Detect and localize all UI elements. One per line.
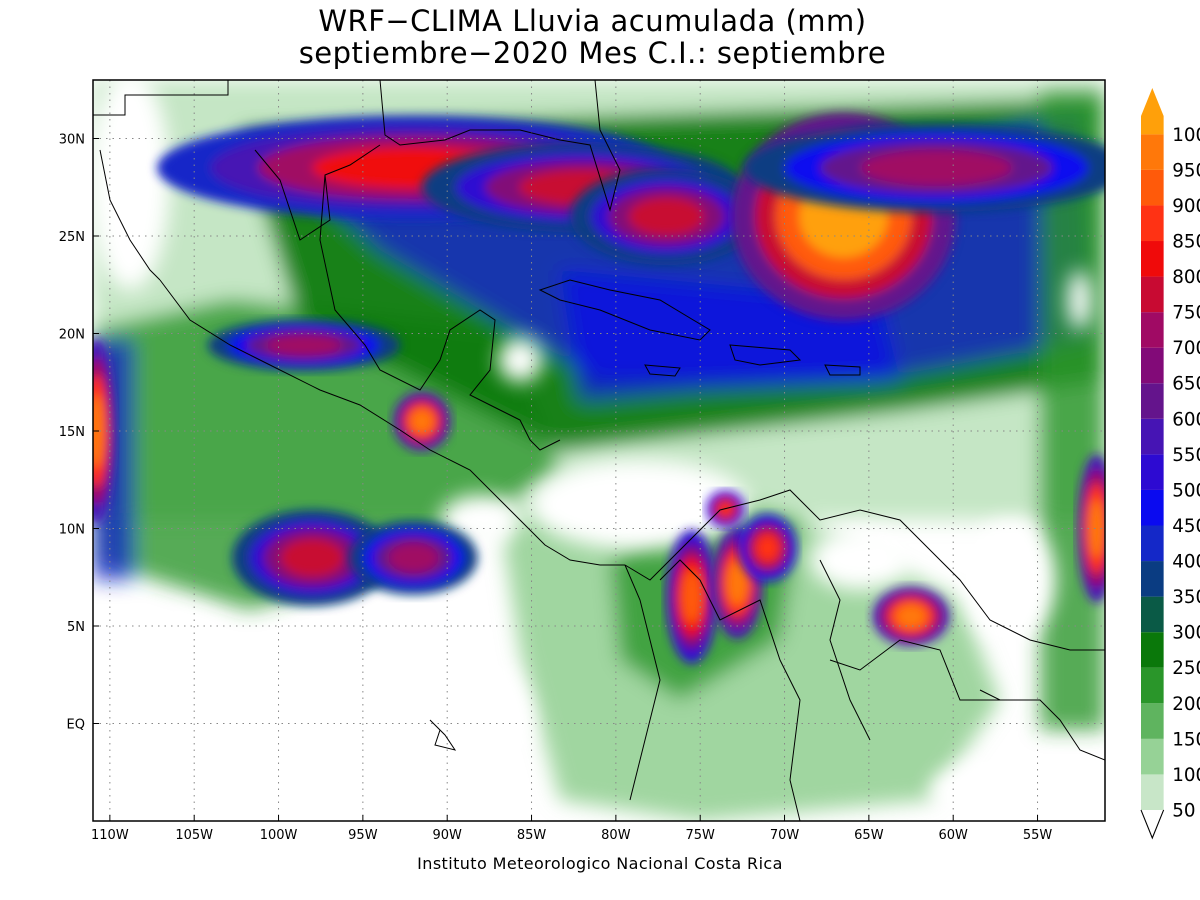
colorbar-label: 500 xyxy=(1172,480,1200,501)
colorbar-swatch xyxy=(1141,489,1164,526)
lon-tick-label: 105W xyxy=(175,828,213,843)
colorbar-swatch xyxy=(1141,205,1164,242)
lat-tick-label: 25N xyxy=(59,230,85,245)
colorbar-label: 450 xyxy=(1172,516,1200,537)
colorbar-swatch xyxy=(1141,561,1164,597)
colorbar-label: 650 xyxy=(1172,374,1200,395)
lon-tick-label: 90W xyxy=(432,828,462,843)
rain-core-ring xyxy=(265,334,342,356)
colorbar-swatch xyxy=(1141,454,1164,490)
colorbar-swatch xyxy=(1141,169,1164,206)
rain-core xyxy=(207,319,400,372)
colorbar-label: 400 xyxy=(1172,552,1200,573)
colorbar-swatch xyxy=(1141,738,1164,775)
colorbar-swatch xyxy=(1141,312,1164,348)
rain-core xyxy=(232,509,393,606)
rain-core xyxy=(570,168,763,265)
map-title-line2: septiembre−2020 Mes C.I.: septiembre xyxy=(298,36,887,70)
lon-tick-label: 95W xyxy=(348,828,378,843)
colorbar-label: 250 xyxy=(1172,658,1200,679)
rain-core-ring xyxy=(681,570,702,624)
colorbar-low-arrow xyxy=(1140,809,1165,840)
lat-tick-label: 15N xyxy=(59,425,85,440)
colorbar-label: 850 xyxy=(1172,231,1200,252)
colorbar-label: 550 xyxy=(1172,445,1200,466)
rain-core xyxy=(744,123,1105,213)
rain-core xyxy=(1077,454,1105,603)
colorbar-swatch xyxy=(1141,347,1164,384)
colorbar-label: 350 xyxy=(1172,587,1200,608)
rain-core-ring xyxy=(756,534,780,562)
lat-tick-label: 5N xyxy=(67,620,85,635)
coastlines xyxy=(93,80,1105,821)
rain-core-ring xyxy=(895,604,927,628)
colorbar-swatch xyxy=(1141,241,1164,277)
map-title-line1: WRF−CLIMA Lluvia acumulada (mm) xyxy=(318,4,867,38)
axis-ticks: 110W 105W 100W 95W 90W 85W 80W 75W 70W 65W 60W 55W 3… xyxy=(59,133,1053,844)
colorbar-label: 750 xyxy=(1172,303,1200,324)
plot-frame xyxy=(92,79,1106,822)
rain-core-ring xyxy=(388,543,439,573)
gridlines xyxy=(93,80,1105,821)
rain-core xyxy=(666,530,718,664)
rain-core xyxy=(738,514,797,582)
colorbar-label: 950 xyxy=(1172,160,1200,181)
lon-tick-label: 60W xyxy=(938,828,968,843)
colorbar-label: 100 xyxy=(1172,765,1200,786)
lat-tick-label: 20N xyxy=(59,328,85,343)
rain-core xyxy=(349,520,478,595)
rain-core-ring xyxy=(280,538,344,577)
rain-core-ring xyxy=(410,409,434,433)
lon-tick-label: 80W xyxy=(601,828,631,843)
colorbar-swatch xyxy=(1141,383,1164,419)
colorbar-swatch xyxy=(1141,87,1164,135)
lon-tick-label: 75W xyxy=(685,828,715,843)
heavy-rain-cores xyxy=(93,112,1105,664)
colorbar-swatch xyxy=(1141,134,1164,170)
lat-tick-label: 30N xyxy=(59,133,85,148)
colorbar: 50 100 150 200 250 300 350 400 450 500 550 600 650 70… xyxy=(1140,87,1200,840)
rain-core-ring xyxy=(727,561,748,606)
lon-tick-label: 110W xyxy=(91,828,129,843)
lon-tick-label: 85W xyxy=(517,828,547,843)
colorbar-swatch xyxy=(1141,525,1164,562)
colorbar-swatch xyxy=(1141,596,1164,633)
colorbar-label: 900 xyxy=(1172,196,1200,217)
rain-core xyxy=(872,586,950,646)
lon-tick-label: 100W xyxy=(260,828,298,843)
lon-tick-label: 70W xyxy=(770,828,800,843)
colorbar-label: 150 xyxy=(1172,729,1200,750)
rain-core-ring xyxy=(628,197,705,236)
colorbar-swatch xyxy=(1141,703,1164,739)
colorbar-swatch xyxy=(1141,774,1164,810)
institution-credit: Instituto Meteorologico Nacional Costa R… xyxy=(417,854,783,873)
colorbar-swatch xyxy=(1141,667,1164,704)
colorbar-swatch xyxy=(1141,276,1164,313)
colorbar-label: 600 xyxy=(1172,409,1200,430)
colorbar-swatch xyxy=(1141,632,1164,668)
colorbar-label: 200 xyxy=(1172,694,1200,715)
colorbar-swatch xyxy=(1141,418,1164,455)
colorbar-label: 300 xyxy=(1172,623,1200,644)
colorbar-label: 800 xyxy=(1172,267,1200,288)
rain-core xyxy=(393,391,451,451)
lat-tick-label: 10N xyxy=(59,523,85,538)
precip-field xyxy=(93,80,1105,821)
lon-tick-label: 65W xyxy=(854,828,884,843)
rain-core-ring xyxy=(860,150,1013,186)
colorbar-label: 50 xyxy=(1172,800,1195,821)
colorbar-label: 1000 xyxy=(1172,125,1200,146)
colorbar-label: 700 xyxy=(1172,338,1200,359)
lon-tick-label: 55W xyxy=(1023,828,1053,843)
rain-core-ring xyxy=(1088,499,1105,558)
lat-tick-label: EQ xyxy=(67,718,85,733)
